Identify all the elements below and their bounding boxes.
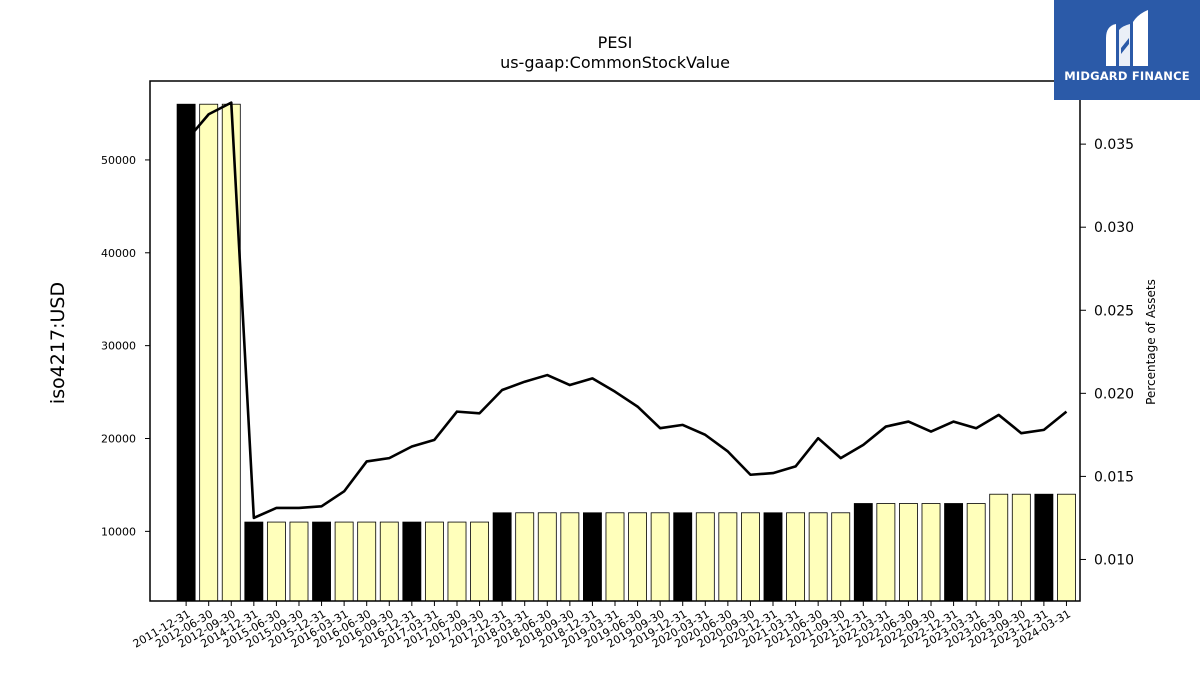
bar-2012-09-30 [221,103,241,602]
y2-axis-label: Percentage of Assets [1144,279,1158,405]
bar-2012-06-30 [199,103,219,602]
bar-2018-06-30 [537,512,557,602]
axes: 10000 20000 30000 40000 50000 0.010 0.015 0.020… [101,80,1134,651]
bar-2023-03-31 [966,503,986,602]
bar-2022-09-30 [921,503,941,602]
bar-2016-06-30 [357,521,377,602]
y2-tick-label: 0.020 [1094,386,1134,402]
bar-2021-03-31 [786,512,806,602]
y2-tick-label: 0.025 [1094,303,1134,319]
bar-series [176,103,1076,602]
bar-2016-03-31 [334,521,354,602]
chart-title: PESI [598,33,633,52]
bar-2023-09-30 [1011,493,1031,602]
bar-2015-06-30 [266,521,286,602]
bar-2015-12-31 [312,521,331,602]
bar-2023-06-30 [989,493,1009,602]
bar-2021-09-30 [831,512,851,602]
bar-2020-09-30 [741,512,760,602]
bar-2018-09-30 [560,512,580,602]
bar-2021-06-30 [808,512,828,602]
bar-2017-03-31 [424,521,444,602]
y-tick-label: 30000 [101,340,136,353]
y-tick-label: 10000 [101,525,136,538]
bar-2021-12-31 [853,503,873,602]
bar-2017-06-30 [447,521,467,602]
bar-2020-06-30 [718,512,738,602]
chart-subtitle: us-gaap:CommonStockValue [500,53,730,72]
bar-2018-12-31 [583,512,602,602]
midgard-finance-logo: MIDGARD FINANCE [1054,0,1200,100]
bar-2017-09-30 [470,521,489,602]
y2-tick-label: 0.010 [1094,552,1134,568]
y-axis-label: iso4217:USD [47,282,69,404]
bar-2016-09-30 [379,521,399,602]
y-tick-label: 50000 [101,154,136,167]
logo-text: MIDGARD FINANCE [1064,69,1190,83]
bar-2015-09-30 [289,521,309,602]
bar-2011-12-31 [176,103,196,602]
bar-2019-09-30 [650,512,670,602]
bar-2022-03-31 [876,503,896,602]
bar-2017-12-31 [492,512,512,602]
bar-2024-03-31 [1057,493,1076,602]
y-tick-label: 40000 [101,247,136,260]
bar-2019-03-31 [605,512,625,602]
bar-2014-12-31 [244,521,264,602]
y2-tick-label: 0.015 [1094,469,1134,485]
bar-2018-03-31 [515,512,535,602]
percentage-of-assets-line [185,101,1068,520]
bar-2019-12-31 [673,512,693,602]
bar-2023-12-31 [1034,493,1054,602]
bar-2022-06-30 [899,503,918,602]
bar-2016-12-31 [402,521,422,602]
y2-tick-label: 0.030 [1094,220,1134,236]
bar-2022-12-31 [944,503,964,602]
logo-mark-icon [1106,10,1148,66]
y2-tick-label: 0.035 [1094,137,1134,153]
y-tick-label: 20000 [101,433,136,446]
bar-2020-03-31 [695,512,715,602]
bar-2019-06-30 [628,512,647,602]
bar-2020-12-31 [763,512,783,602]
